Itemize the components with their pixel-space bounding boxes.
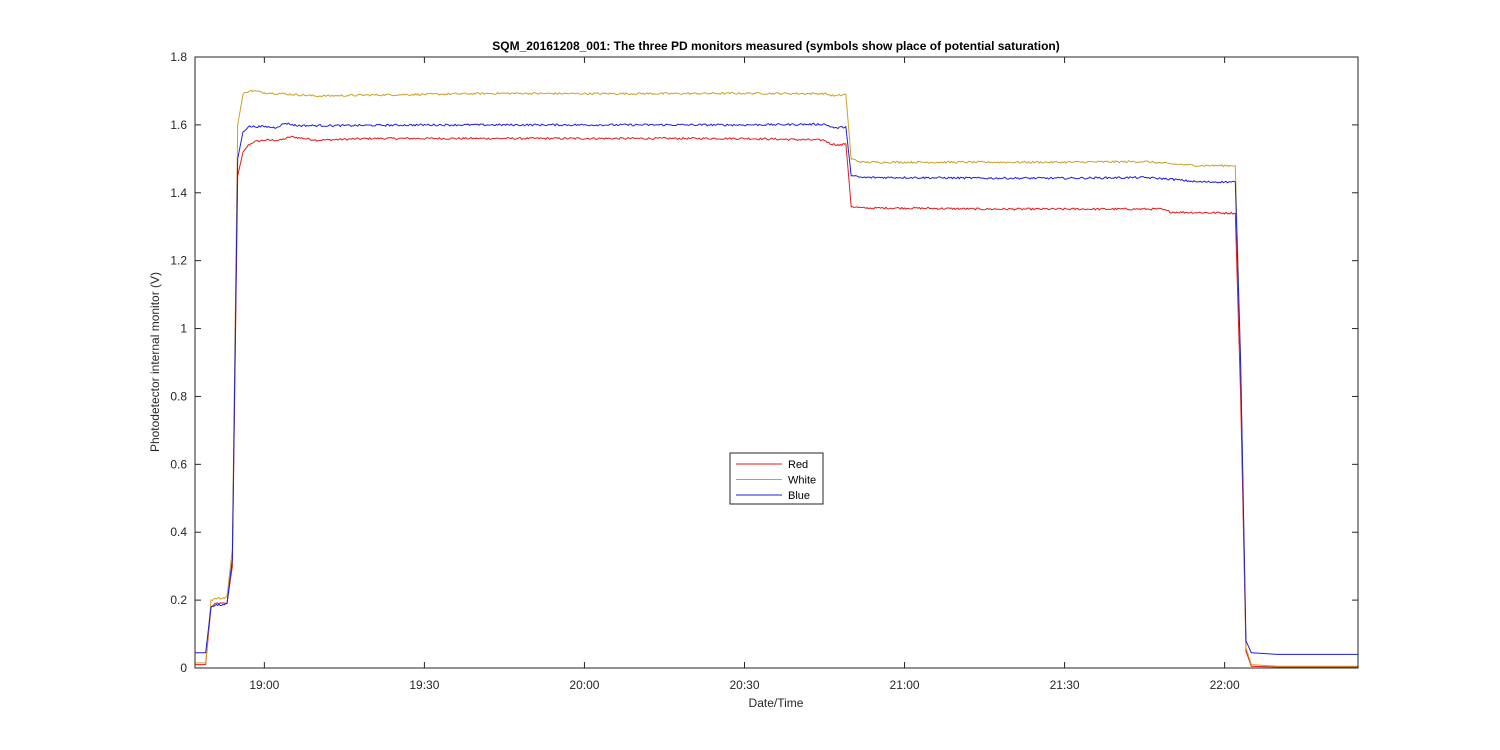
x-tick-label: 20:00 [569, 678, 599, 692]
legend-label-blue: Blue [788, 490, 810, 502]
legend: Red White Blue [729, 452, 824, 505]
y-tick-label: 0.4 [170, 525, 187, 539]
x-tick-label: 21:00 [890, 678, 920, 692]
legend-entries: Red White Blue [736, 459, 816, 502]
y-tick-label: 1.6 [170, 118, 187, 132]
y-tick-label: 1.8 [170, 50, 187, 64]
x-tick-label: 22:00 [1210, 678, 1240, 692]
ticks-layer: 0 0.2 0.4 0.6 0.8 1 1.2 1.4 1.6 1.8 19:00 19:30 20:0… [170, 50, 1358, 692]
x-axis-label: Date/Time [749, 696, 804, 710]
y-tick-label: 0 [180, 661, 187, 675]
y-tick-label: 1.4 [170, 186, 187, 200]
y-tick-label: 0.8 [170, 389, 187, 403]
series-line-red [195, 135, 1358, 668]
legend-label-red: Red [788, 459, 808, 471]
y-tick-label: 1 [180, 322, 187, 336]
series-line-white [195, 89, 1358, 667]
series-line-blue [195, 122, 1358, 655]
legend-label-white: White [788, 475, 816, 487]
x-tick-label: 20:30 [729, 678, 759, 692]
y-tick-label: 1.2 [170, 254, 187, 268]
y-axis-label: Photodetector internal monitor (V) [148, 272, 162, 452]
x-tick-label: 21:30 [1050, 678, 1080, 692]
plot-area [195, 57, 1358, 668]
x-tick-label: 19:00 [249, 678, 279, 692]
x-tick-label: 19:30 [409, 678, 439, 692]
y-tick-label: 0.2 [170, 593, 187, 607]
plot-frame [194, 56, 1359, 669]
y-tick-label: 0.6 [170, 457, 187, 471]
series-layer [195, 89, 1358, 668]
chart-title: SQM_20161208_001: The three PD monitors … [492, 39, 1060, 53]
